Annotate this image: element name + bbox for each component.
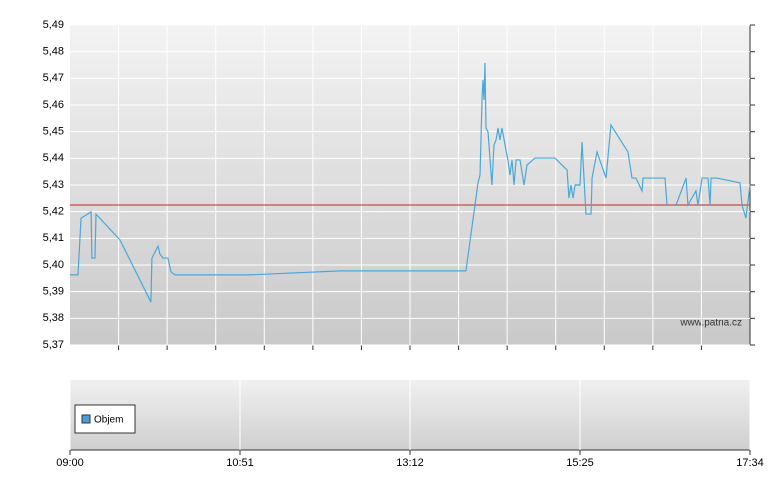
y-tick-label: 5,41 [43,232,64,244]
price-line [70,62,668,303]
x-tick-label: 17:34 [736,457,764,469]
y-tick-label: 5,49 [43,19,64,31]
y-tick-label: 5,42 [43,206,64,218]
y-tick-label: 5,46 [43,99,64,111]
x-tick-label: 10:51 [226,457,254,469]
y-tick-label: 5,38 [43,312,64,324]
y-tick-label: 5,40 [43,259,64,271]
x-tick-label: 15:25 [566,457,594,469]
y-tick-label: 5,37 [43,339,64,351]
legend [74,404,136,434]
legend-label: Objem [94,415,123,426]
y-tick-label: 5,44 [43,152,64,164]
y-tick-label: 5,45 [43,126,64,138]
x-tick-label: 09:00 [56,457,84,469]
x-tick-label: 13:12 [396,457,424,469]
y-tick-label: 5,39 [43,286,64,298]
y-tick-label: 5,48 [43,46,64,58]
legend-swatch [81,414,91,424]
watermark: www.patria.cz [679,318,742,329]
y-tick-label: 5,43 [43,179,64,191]
price-line [675,177,751,219]
y-tick-label: 5,47 [43,72,64,84]
